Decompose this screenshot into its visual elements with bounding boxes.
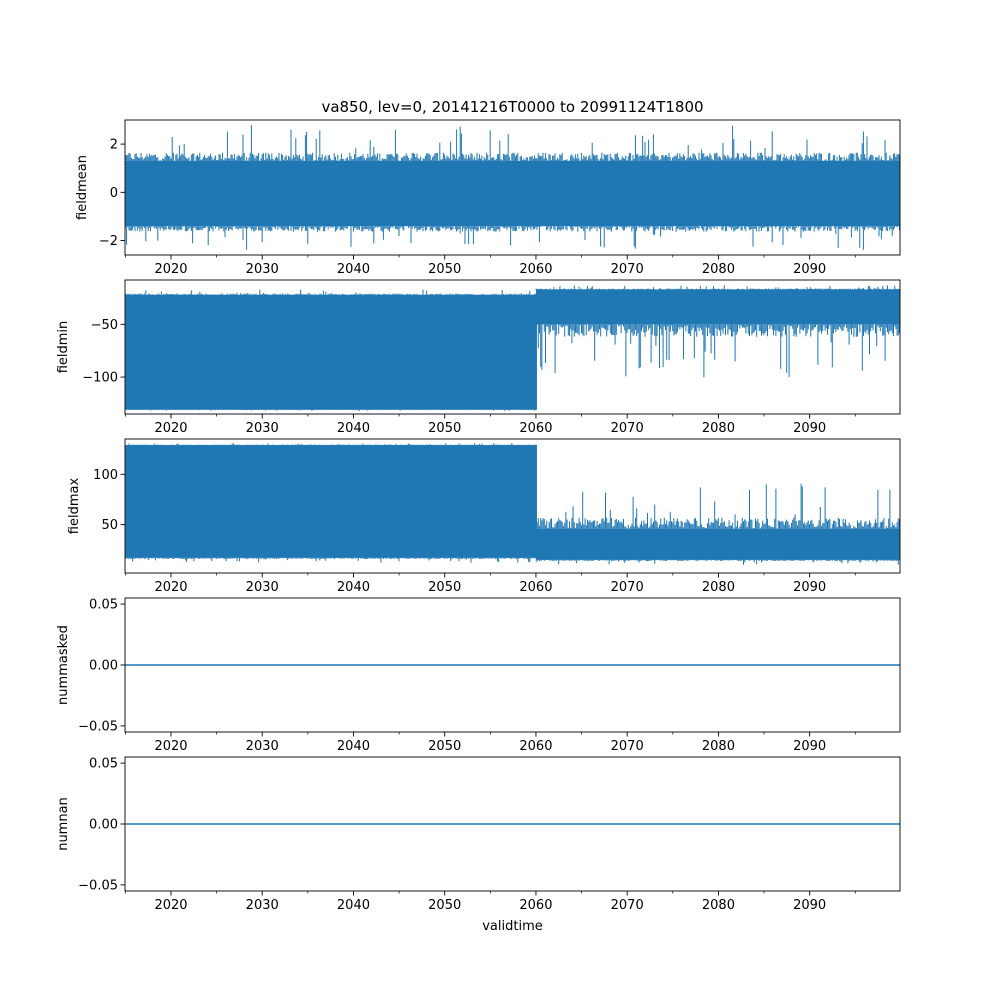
x-tick-label-2060: 2060 <box>519 580 552 595</box>
y-tick-label-fieldmax-0: 50 <box>101 518 118 533</box>
data-band-fieldmin-0 <box>125 294 536 410</box>
y-tick-label-nummasked-0: −0.05 <box>78 719 118 734</box>
x-tick-label-2090: 2090 <box>793 262 826 277</box>
data-line-fieldmin-1 <box>535 285 900 378</box>
x-tick-label-2080: 2080 <box>702 898 735 913</box>
y-axis-label-numnan: numnan <box>56 797 71 851</box>
y-tick-label-fieldmax-1: 100 <box>93 468 118 483</box>
x-tick-label-2060: 2060 <box>519 262 552 277</box>
axes-frame-fieldmean <box>124 119 901 256</box>
x-tick-label-2050: 2050 <box>428 580 461 595</box>
x-tick-label-2050: 2050 <box>428 739 461 754</box>
x-tick-label-2070: 2070 <box>611 739 644 754</box>
y-tick-label-fieldmin-0: −100 <box>82 371 118 386</box>
x-tick-label-2020: 2020 <box>154 421 187 436</box>
x-tick-label-2070: 2070 <box>611 898 644 913</box>
y-tick-label-fieldmean-2: 2 <box>110 138 118 153</box>
y-tick-label-fieldmean-0: −2 <box>99 234 118 249</box>
x-tick-label-2090: 2090 <box>793 580 826 595</box>
x-tick-label-2020: 2020 <box>154 262 187 277</box>
x-tick-label-2040: 2040 <box>337 580 370 595</box>
plot-area-fieldmin <box>125 285 900 411</box>
x-tick-label-2020: 2020 <box>154 580 187 595</box>
x-tick-label-2040: 2040 <box>337 739 370 754</box>
x-tick-label-2020: 2020 <box>154 739 187 754</box>
x-tick-label-2060: 2060 <box>519 421 552 436</box>
y-tick-label-numnan-2: 0.05 <box>89 757 118 772</box>
x-tick-label-2040: 2040 <box>337 421 370 436</box>
y-axis-label-fieldmean: fieldmean <box>75 155 90 220</box>
y-tick-label-fieldmin-1: −50 <box>91 318 118 333</box>
x-tick-label-2050: 2050 <box>428 262 461 277</box>
y-axis-label-fieldmax: fieldmax <box>67 478 82 535</box>
x-tick-label-2090: 2090 <box>793 898 826 913</box>
data-band-fieldmax-1 <box>535 528 900 560</box>
x-tick-label-2050: 2050 <box>428 898 461 913</box>
x-tick-label-2060: 2060 <box>519 739 552 754</box>
x-tick-label-2030: 2030 <box>246 421 279 436</box>
x-tick-label-2080: 2080 <box>702 739 735 754</box>
x-tick-label-2070: 2070 <box>611 262 644 277</box>
y-tick-label-nummasked-2: 0.05 <box>89 598 118 613</box>
x-tick-label-2020: 2020 <box>154 898 187 913</box>
y-axis-label-fieldmin: fieldmin <box>56 321 71 374</box>
plot-area-fieldmax <box>125 443 900 565</box>
y-tick-label-fieldmean-1: 0 <box>110 186 118 201</box>
x-tick-label-2060: 2060 <box>519 898 552 913</box>
x-tick-label-2030: 2030 <box>246 898 279 913</box>
y-tick-label-nummasked-1: 0.00 <box>89 659 118 674</box>
data-band-fieldmean-0 <box>125 160 900 227</box>
data-band-fieldmin-1 <box>535 289 900 325</box>
y-tick-label-numnan-1: 0.00 <box>89 818 118 833</box>
x-tick-label-2070: 2070 <box>611 580 644 595</box>
panel-fieldmax: 2020 2030 2040 2050 2060 2070 2080 2090 50 100 fie… <box>67 438 901 595</box>
x-tick-label-2030: 2030 <box>246 262 279 277</box>
x-tick-label-2040: 2040 <box>337 262 370 277</box>
x-tick-label-2090: 2090 <box>793 739 826 754</box>
y-tick-label-numnan-0: −0.05 <box>78 878 118 893</box>
x-tick-label-2050: 2050 <box>428 421 461 436</box>
x-tick-label-2090: 2090 <box>793 421 826 436</box>
axes-frame-fieldmin <box>124 279 901 415</box>
panel-nummasked: 2020 2030 2040 2050 2060 2070 2080 2090 −0.05 0.0… <box>56 597 901 754</box>
panel-numnan: 2020 2030 2040 2050 2060 2070 2080 2090 −0.05 0.0… <box>56 756 901 913</box>
x-tick-label-2080: 2080 <box>702 580 735 595</box>
x-tick-label-2040: 2040 <box>337 898 370 913</box>
panel-fieldmin: 2020 2030 2040 2050 2060 2070 2080 2090 −100 −50 f… <box>56 279 901 436</box>
chart-title: va850, lev=0, 20141216T0000 to 20991124T… <box>321 98 703 116</box>
axes-frame-fieldmax <box>124 438 901 574</box>
x-tick-label-2030: 2030 <box>246 739 279 754</box>
plot-area-fieldmean <box>125 125 900 250</box>
x-tick-label-2070: 2070 <box>611 421 644 436</box>
x-tick-label-2030: 2030 <box>246 580 279 595</box>
data-band-fieldmax-0 <box>125 445 536 558</box>
x-tick-label-2080: 2080 <box>702 421 735 436</box>
x-tick-label-2080: 2080 <box>702 262 735 277</box>
panel-fieldmean: 2020 2030 2040 2050 2060 2070 2080 2090 −2 0 2 fiel… <box>75 119 901 277</box>
y-axis-label-nummasked: nummasked <box>56 625 71 705</box>
chart-panels: 2020 2030 2040 2050 2060 2070 2080 2090 −2 0 2 fiel… <box>56 119 901 913</box>
x-axis-label: validtime <box>482 919 543 934</box>
